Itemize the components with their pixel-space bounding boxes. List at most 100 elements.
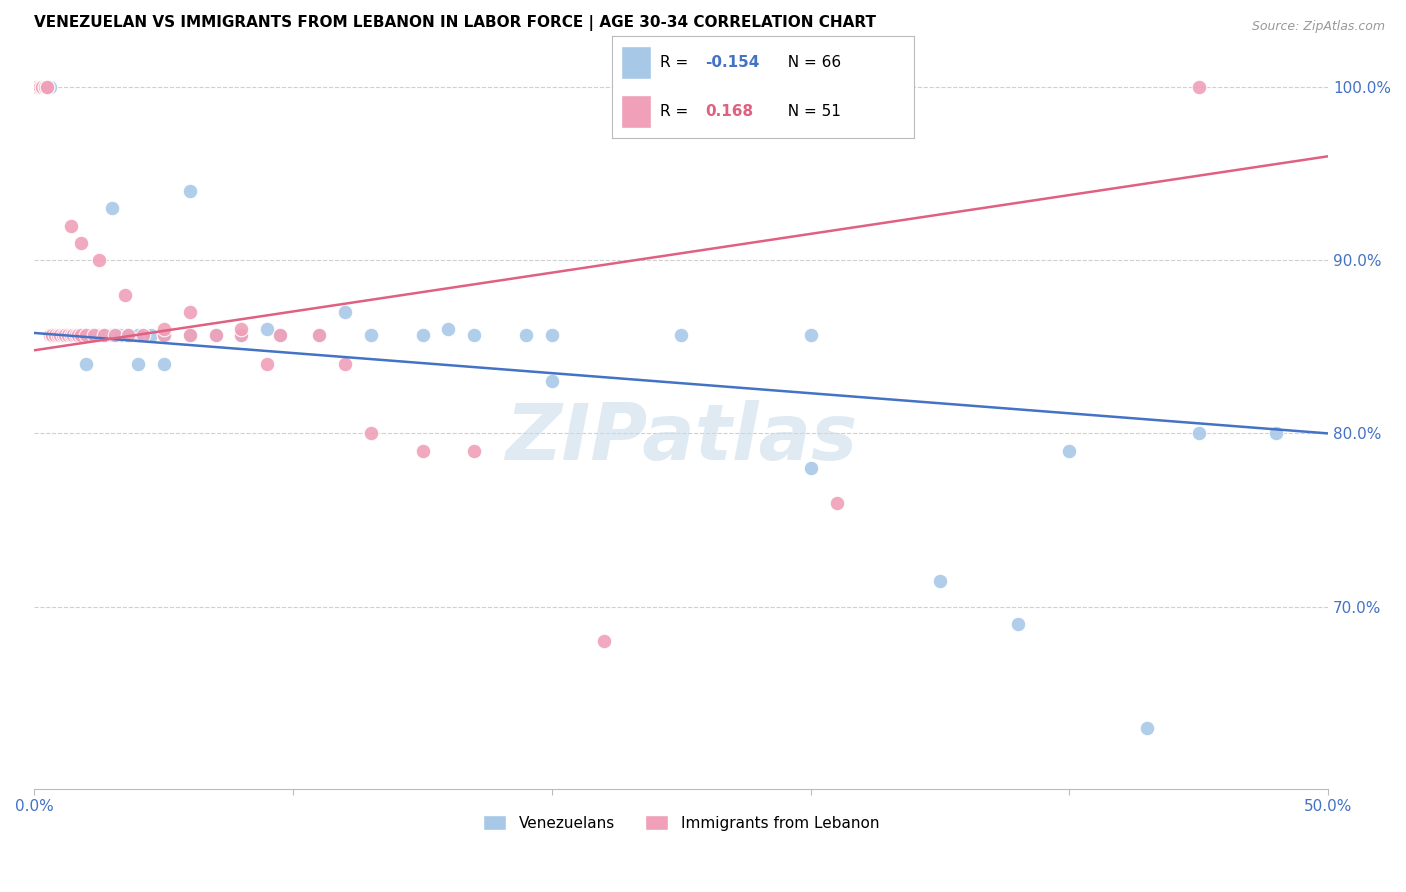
- Point: [38, 327, 60, 342]
- Point: [65, 327, 87, 342]
- Point: [37, 80, 59, 95]
- Point: [117, 327, 139, 342]
- Text: -0.154: -0.154: [706, 54, 759, 70]
- Point: [179, 327, 201, 342]
- Point: [37, 80, 59, 95]
- Point: [204, 327, 226, 342]
- Point: [308, 327, 330, 342]
- Point: [49, 327, 72, 342]
- Point: [360, 327, 382, 342]
- Point: [41, 327, 63, 342]
- Point: [25, 80, 48, 95]
- Point: [515, 327, 537, 342]
- Point: [256, 357, 278, 371]
- Point: [49, 327, 72, 342]
- Bar: [620, 95, 651, 128]
- Point: [93, 327, 115, 342]
- Text: R =: R =: [659, 104, 697, 120]
- Point: [541, 375, 564, 389]
- Point: [1007, 617, 1029, 632]
- Point: [83, 327, 105, 342]
- Point: [1136, 721, 1159, 735]
- Point: [929, 574, 952, 588]
- Text: N = 66: N = 66: [778, 54, 841, 70]
- Point: [37, 80, 59, 95]
- Point: [28, 80, 51, 95]
- Point: [179, 327, 201, 342]
- Point: [80, 327, 103, 342]
- Point: [38, 327, 60, 342]
- Point: [31, 80, 53, 95]
- Point: [44, 327, 66, 342]
- Point: [70, 327, 93, 342]
- Point: [41, 327, 63, 342]
- Point: [46, 327, 69, 342]
- Point: [101, 327, 124, 342]
- Point: [463, 443, 485, 458]
- Point: [231, 327, 253, 342]
- Text: 0.168: 0.168: [706, 104, 754, 120]
- Point: [1188, 426, 1211, 441]
- Point: [87, 253, 110, 268]
- Point: [34, 80, 56, 95]
- Point: [231, 322, 253, 336]
- Point: [75, 357, 97, 371]
- Point: [127, 357, 149, 371]
- Point: [49, 327, 72, 342]
- Point: [70, 327, 93, 342]
- Point: [360, 426, 382, 441]
- Point: [152, 327, 174, 342]
- Point: [34, 80, 56, 95]
- Point: [204, 327, 226, 342]
- Point: [108, 327, 131, 342]
- Point: [38, 80, 60, 95]
- Point: [87, 327, 110, 342]
- Point: [825, 496, 848, 510]
- Point: [52, 327, 75, 342]
- Point: [28, 80, 51, 95]
- Point: [308, 327, 330, 342]
- Point: [65, 327, 87, 342]
- Point: [671, 327, 693, 342]
- Point: [28, 80, 51, 95]
- Point: [101, 201, 124, 215]
- Point: [55, 327, 77, 342]
- Point: [269, 327, 291, 342]
- Point: [56, 327, 79, 342]
- Point: [46, 327, 69, 342]
- Point: [127, 327, 149, 342]
- Point: [1188, 80, 1211, 95]
- Point: [72, 327, 94, 342]
- Point: [1059, 443, 1081, 458]
- Text: N = 51: N = 51: [778, 104, 841, 120]
- Point: [152, 357, 174, 371]
- Point: [437, 322, 460, 336]
- Point: [117, 327, 139, 342]
- Text: ZIPatlas: ZIPatlas: [505, 401, 858, 476]
- Point: [541, 327, 564, 342]
- Point: [412, 327, 434, 342]
- Point: [44, 327, 66, 342]
- Text: Source: ZipAtlas.com: Source: ZipAtlas.com: [1251, 20, 1385, 33]
- Point: [70, 235, 93, 250]
- Point: [37, 80, 59, 95]
- Point: [103, 327, 125, 342]
- Point: [56, 327, 79, 342]
- Point: [52, 327, 75, 342]
- Point: [412, 443, 434, 458]
- Point: [41, 327, 63, 342]
- Point: [62, 327, 84, 342]
- Legend: Venezuelans, Immigrants from Lebanon: Venezuelans, Immigrants from Lebanon: [478, 808, 886, 837]
- Point: [333, 357, 356, 371]
- Point: [800, 461, 823, 475]
- Point: [1265, 426, 1288, 441]
- Point: [34, 80, 56, 95]
- Bar: [620, 45, 651, 78]
- Point: [46, 327, 69, 342]
- Point: [139, 327, 162, 342]
- Point: [62, 327, 84, 342]
- Point: [114, 288, 136, 302]
- Point: [269, 327, 291, 342]
- Point: [256, 322, 278, 336]
- Text: VENEZUELAN VS IMMIGRANTS FROM LEBANON IN LABOR FORCE | AGE 30-34 CORRELATION CHA: VENEZUELAN VS IMMIGRANTS FROM LEBANON IN…: [34, 15, 876, 31]
